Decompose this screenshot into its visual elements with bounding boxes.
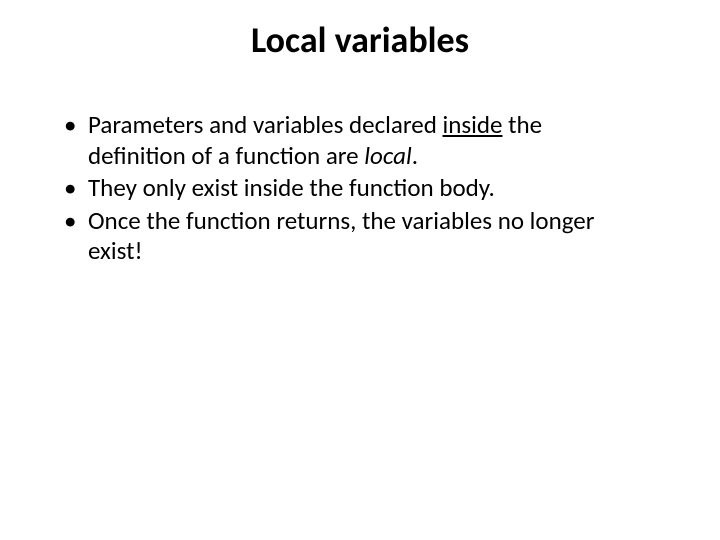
bullet-text: Parameters and variables declared inside… (88, 110, 640, 171)
italic-text: local (364, 140, 411, 171)
bullet-item: • Parameters and variables declared insi… (60, 110, 640, 171)
underline-text: inside (443, 109, 503, 140)
slide-title: Local variables (50, 18, 670, 62)
slide: Local variables • Parameters and variabl… (0, 0, 720, 540)
bullet-text: They only exist inside the function body… (88, 173, 640, 204)
slide-content: • Parameters and variables declared insi… (50, 110, 670, 267)
bullet-marker: • (60, 206, 88, 237)
bullet-item: • Once the function returns, the variabl… (60, 206, 640, 267)
bullet-marker: • (60, 110, 88, 141)
text-segment: . (412, 140, 418, 171)
bullet-text: Once the function returns, the variables… (88, 206, 640, 267)
text-segment: Parameters and variables declared (88, 109, 443, 140)
bullet-item: • They only exist inside the function bo… (60, 173, 640, 204)
bullet-marker: • (60, 173, 88, 204)
